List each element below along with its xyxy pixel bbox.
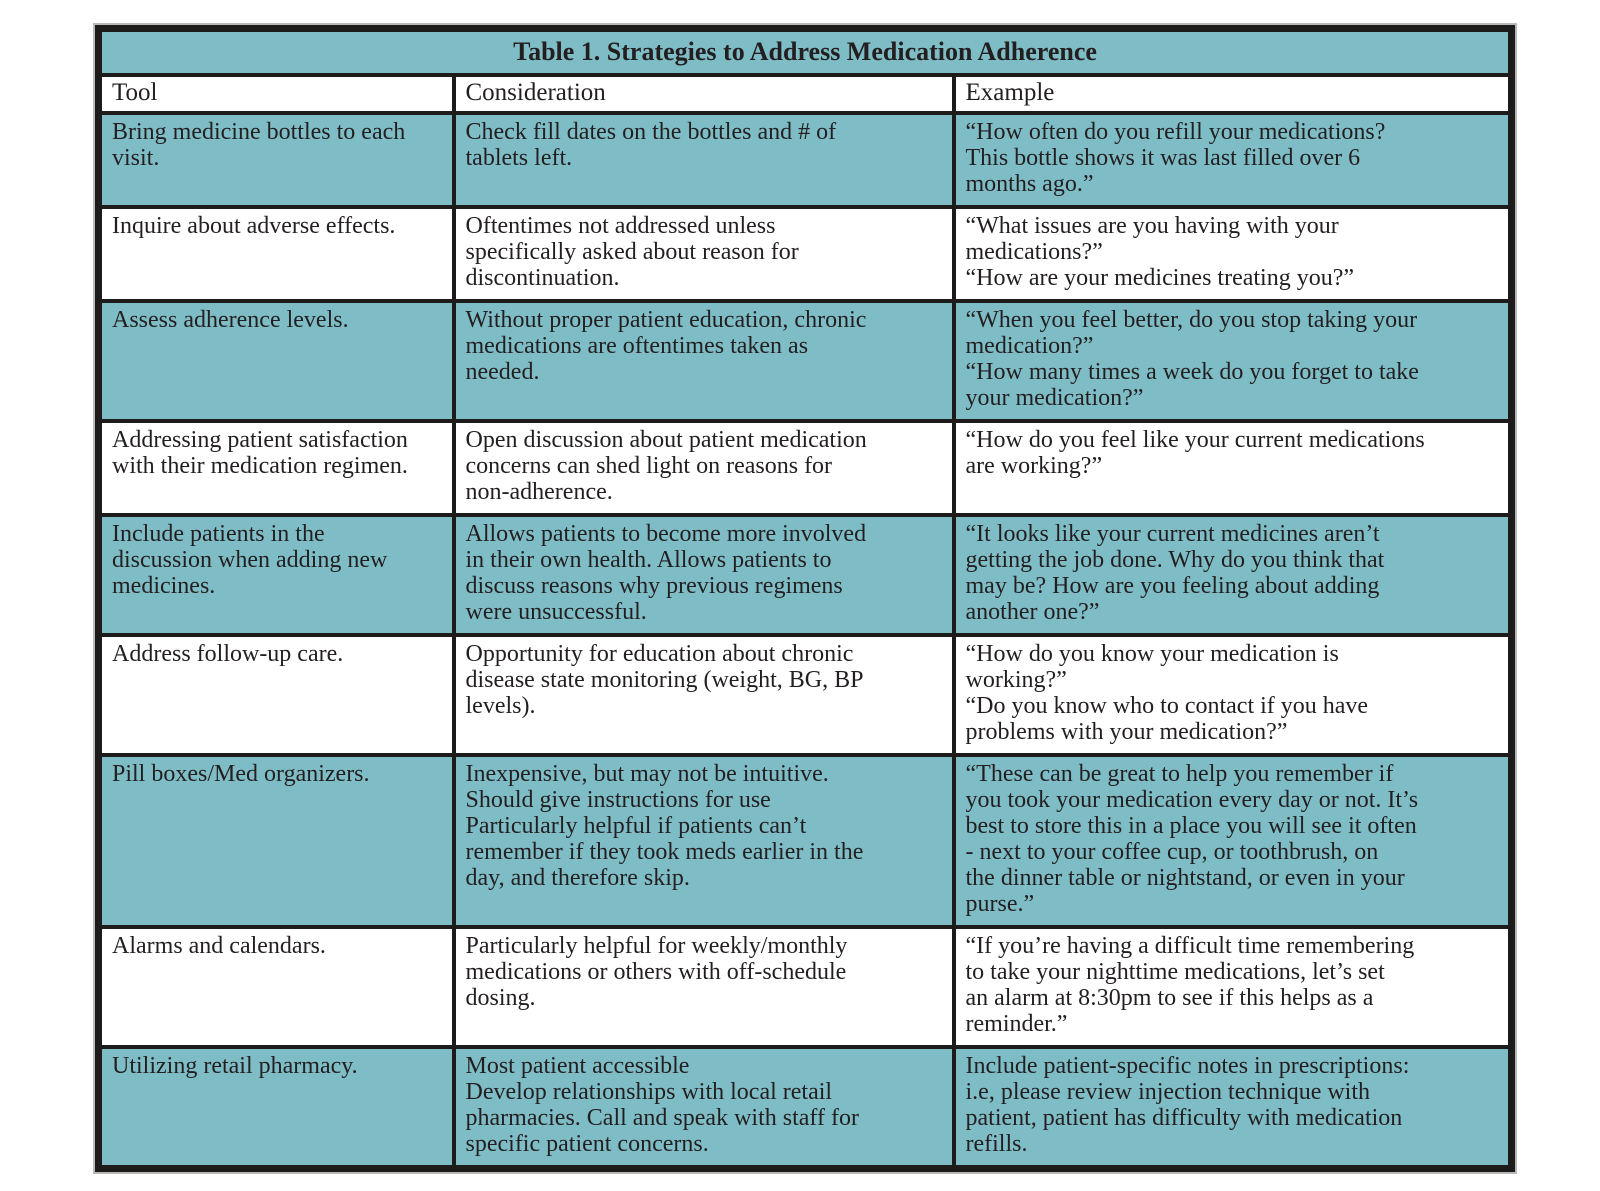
tool-cell: Address follow-up care. [96, 632, 456, 757]
table-row: Pill boxes/Med organizers. Inexpensive, … [96, 752, 1514, 929]
example-cell: “How often do you refill your medication… [951, 110, 1514, 209]
consideration-cell: Most patient accessible Develop relation… [451, 1044, 956, 1170]
table-row: Assess adherence levels. Without proper … [96, 298, 1514, 423]
tool-cell: Bring medicine bottles to each visit. [96, 110, 456, 209]
consideration-cell: Opportunity for education about chronic … [451, 632, 956, 757]
table-row: Bring medicine bottles to each visit. Ch… [96, 110, 1514, 209]
column-header-example: Example [951, 72, 1514, 115]
table-row: Include patients in the discussion when … [96, 512, 1514, 637]
column-header-tool: Tool [96, 72, 456, 115]
example-cell: “If you’re having a difficult time remem… [951, 924, 1514, 1049]
tool-cell: Include patients in the discussion when … [96, 512, 456, 637]
adherence-table: Table 1. Strategies to Address Medicatio… [92, 23, 1518, 1174]
column-header-row: Tool Consideration Example [96, 72, 1514, 115]
table-row: Utilizing retail pharmacy. Most patient … [96, 1044, 1514, 1170]
tool-cell: Pill boxes/Med organizers. [96, 752, 456, 929]
tool-cell: Utilizing retail pharmacy. [96, 1044, 456, 1170]
table-row: Addressing patient satisfaction with the… [96, 418, 1514, 517]
table-title: Table 1. Strategies to Address Medicatio… [96, 26, 1514, 77]
table-title-row: Table 1. Strategies to Address Medicatio… [96, 26, 1514, 77]
example-cell: “When you feel better, do you stop takin… [951, 298, 1514, 423]
example-cell: “These can be great to help you remember… [951, 752, 1514, 929]
example-cell: Include patient-specific notes in prescr… [951, 1044, 1514, 1170]
consideration-cell: Open discussion about patient medication… [451, 418, 956, 517]
table-row: Inquire about adverse effects. Oftentime… [96, 204, 1514, 303]
consideration-cell: Allows patients to become more involved … [451, 512, 956, 637]
tool-cell: Alarms and calendars. [96, 924, 456, 1049]
table-row: Address follow-up care. Opportunity for … [96, 632, 1514, 757]
table-row: Alarms and calendars. Particularly helpf… [96, 924, 1514, 1049]
consideration-cell: Check fill dates on the bottles and # of… [451, 110, 956, 209]
consideration-cell: Without proper patient education, chroni… [451, 298, 956, 423]
example-cell: “It looks like your current medicines ar… [951, 512, 1514, 637]
consideration-cell: Inexpensive, but may not be intuitive. S… [451, 752, 956, 929]
example-cell: “What issues are you having with your me… [951, 204, 1514, 303]
consideration-cell: Oftentimes not addressed unless specific… [451, 204, 956, 303]
column-header-consideration: Consideration [451, 72, 956, 115]
tool-cell: Addressing patient satisfaction with the… [96, 418, 456, 517]
tool-cell: Inquire about adverse effects. [96, 204, 456, 303]
example-cell: “How do you feel like your current medic… [951, 418, 1514, 517]
example-cell: “How do you know your medication is work… [951, 632, 1514, 757]
consideration-cell: Particularly helpful for weekly/monthly … [451, 924, 956, 1049]
tool-cell: Assess adherence levels. [96, 298, 456, 423]
